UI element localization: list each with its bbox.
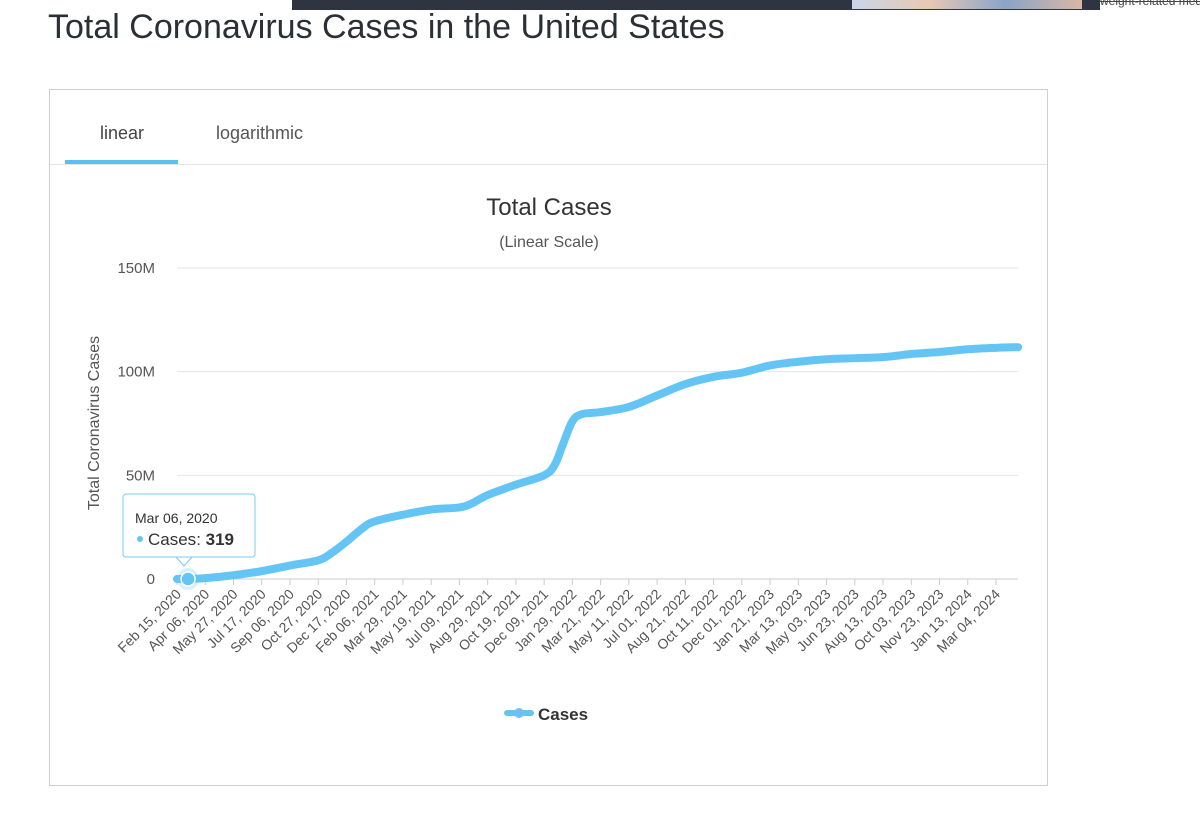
tab-logarithmic[interactable]: logarithmic <box>216 123 304 143</box>
tooltip-pointer <box>174 556 194 567</box>
tooltip-date: Mar 06, 2020 <box>135 510 218 526</box>
page-title: Total Coronavirus Cases in the United St… <box>48 8 725 46</box>
tooltip-series-dot <box>137 536 143 542</box>
y-tick-label: 50M <box>126 467 155 484</box>
background-page-strip: weight-related medical pro <box>292 0 1200 10</box>
y-tick-label: 100M <box>117 364 155 381</box>
y-axis-label: Total Coronavirus Cases <box>86 336 103 510</box>
top-text-snippet: weight-related medical pro <box>1100 0 1200 10</box>
tooltip: Mar 06, 2020 Cases: 319 <box>122 493 256 567</box>
tooltip-separator: : <box>196 530 205 549</box>
grid-lines <box>177 267 1018 580</box>
chart-subtitle: (Linear Scale) <box>499 234 599 251</box>
y-tick-label: 150M <box>117 260 155 277</box>
chart-panel: linear logarithmic <box>49 89 1048 786</box>
y-tick-label: 0 <box>147 571 155 588</box>
chart-title: Total Cases <box>486 194 611 221</box>
svg-text:Cases: 319: Cases: 319 <box>148 530 234 549</box>
hover-point[interactable] <box>180 571 196 587</box>
legend[interactable]: Cases <box>504 705 588 724</box>
hover-marker[interactable] <box>177 567 200 590</box>
tab-linear[interactable]: linear <box>100 123 145 143</box>
scale-tabs: linear logarithmic <box>50 90 1047 165</box>
active-tab-indicator <box>65 160 178 164</box>
series-line-cases[interactable] <box>173 343 1023 584</box>
legend-label-cases[interactable]: Cases <box>538 705 588 724</box>
y-axis-ticks: 0 50M 100M 150M <box>117 260 155 588</box>
tooltip-value: 319 <box>206 530 234 549</box>
legend-marker-cases <box>514 708 524 718</box>
tooltip-series-name: Cases <box>148 530 196 549</box>
thumbnail-image <box>852 0 1082 9</box>
